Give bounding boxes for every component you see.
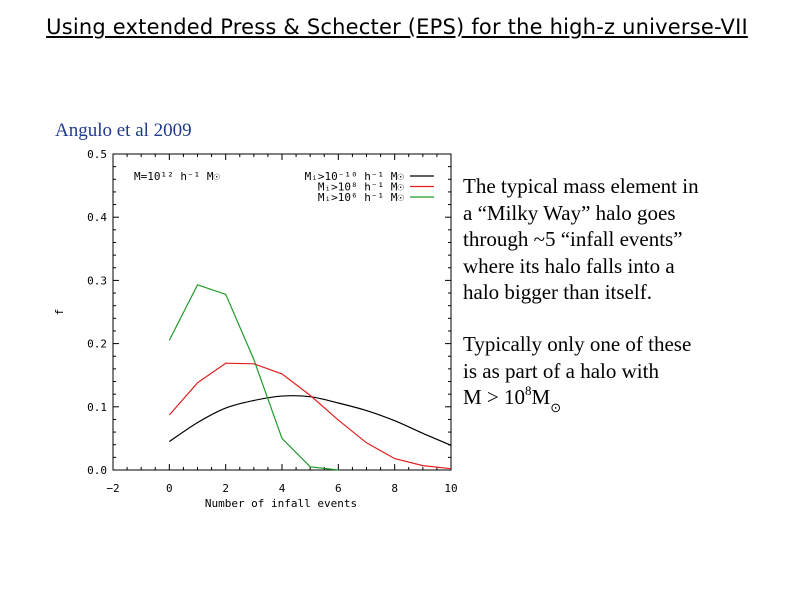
slide-title: Using extended Press & Schecter (EPS) fo… xyxy=(46,15,748,39)
mass-exponent: 8 xyxy=(525,383,532,398)
sun-symbol: ⊙ xyxy=(550,400,562,415)
series-layer xyxy=(168,284,452,471)
x-tick-label: −2 xyxy=(106,482,119,495)
x-axis-label: Number of infall events xyxy=(205,497,357,510)
x-tick-label: 0 xyxy=(166,482,173,495)
y-tick-label: 0.4 xyxy=(87,211,107,224)
y-tick-label: 0.2 xyxy=(87,338,107,351)
series-line-1 xyxy=(168,362,452,470)
legend-label-2: Mᵢ>10⁶ h⁻¹ M☉ xyxy=(318,191,404,204)
y-tick-label: 0.5 xyxy=(87,148,107,161)
text-line: halo bigger than itself. xyxy=(463,280,652,304)
text-paragraph-1: The typical mass element in a “Milky Way… xyxy=(463,173,699,306)
mass-prefix: M > 10 xyxy=(463,385,526,409)
text-line: Typically only one of these xyxy=(463,332,692,356)
series-line-2 xyxy=(168,284,339,471)
text-paragraph-2: Typically only one of these is as part o… xyxy=(463,331,692,415)
text-line: The typical mass element in xyxy=(463,174,699,198)
legend-label-0: Mᵢ>10⁻¹⁰ h⁻¹ M☉ xyxy=(305,170,405,183)
text-line: is as part of a halo with xyxy=(463,358,659,383)
y-tick-label: 0.0 xyxy=(87,464,107,477)
text-line: a “Milky Way” halo goes xyxy=(463,200,676,225)
x-tick-label: 2 xyxy=(222,482,229,495)
x-tick-label: 8 xyxy=(391,482,398,495)
series-line-0 xyxy=(168,395,452,446)
y-ticks: 0.0 0.1 0.2 0.3 0.4 0.5 xyxy=(87,148,451,477)
x-tick-label: 6 xyxy=(335,482,342,495)
y-axis-label: f xyxy=(53,309,66,316)
x-tick-label: 4 xyxy=(279,482,286,495)
mass-annotation: M=10¹² h⁻¹ M☉ xyxy=(134,170,220,183)
text-line: through ~5 “infall events” xyxy=(463,227,683,251)
y-tick-label: 0.1 xyxy=(87,401,107,414)
x-tick-label: 10 xyxy=(444,482,457,495)
mass-threshold-line: M > 108M⊙ xyxy=(463,383,691,415)
mass-symbol: M xyxy=(531,385,551,409)
x-ticks: −2 0 2 4 6 8 10 xyxy=(106,154,458,495)
legend: Mᵢ>10⁻¹⁰ h⁻¹ M☉Mᵢ>10⁸ h⁻¹ M☉Mᵢ>10⁶ h⁻¹ M… xyxy=(305,170,434,204)
figure-citation: Angulo et al 2009 xyxy=(55,120,192,141)
text-line: where its halo falls into a xyxy=(463,253,675,278)
legend-label-1: Mᵢ>10⁸ h⁻¹ M☉ xyxy=(318,181,404,194)
y-tick-label: 0.3 xyxy=(87,274,107,287)
